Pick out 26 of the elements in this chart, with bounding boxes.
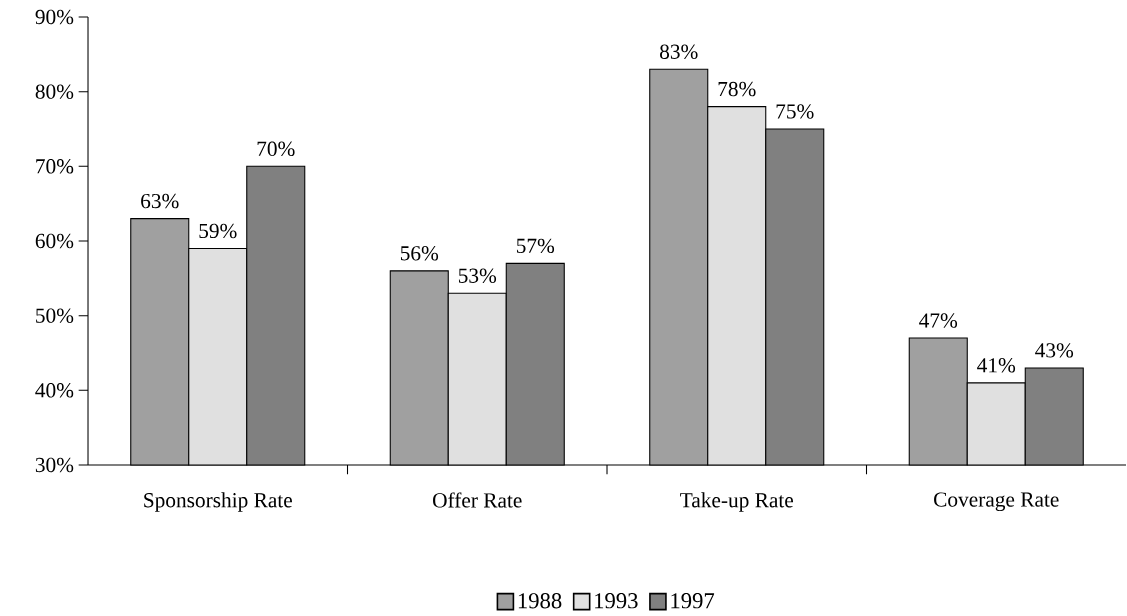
data-label: 70% — [257, 141, 295, 157]
y-tick-label: 90% — [35, 10, 74, 25]
y-tick-label: 70% — [36, 159, 74, 174]
x-tick-label: Offer Rate — [433, 492, 522, 508]
data-label: 63% — [141, 194, 179, 209]
data-label: 75% — [776, 104, 814, 119]
x-tick-label: Sponsorship Rate — [144, 492, 292, 512]
y-tick-label: 80% — [35, 84, 74, 100]
legend-label: 1993 — [595, 593, 638, 609]
data-label: 57% — [516, 238, 555, 254]
x-tick-label: Take-up Rate — [680, 492, 794, 512]
data-label: 53% — [458, 268, 497, 284]
data-label: 41% — [977, 358, 1016, 373]
data-label: 43% — [1035, 343, 1074, 358]
legend-label: 1988 — [518, 593, 562, 609]
data-label: 59% — [199, 223, 237, 239]
x-tick-label: Coverage Rate — [934, 492, 1059, 512]
data-label: 83% — [660, 44, 698, 60]
y-tick-label: 30% — [35, 458, 74, 473]
y-tick-label: 50% — [36, 308, 74, 324]
data-label: 78% — [718, 82, 756, 97]
legend-label: 1997 — [671, 593, 715, 609]
data-label: 47% — [919, 313, 958, 328]
y-tick-label: 40% — [35, 383, 74, 398]
data-label: 56% — [400, 246, 439, 261]
y-tick-label: 60% — [35, 234, 74, 249]
